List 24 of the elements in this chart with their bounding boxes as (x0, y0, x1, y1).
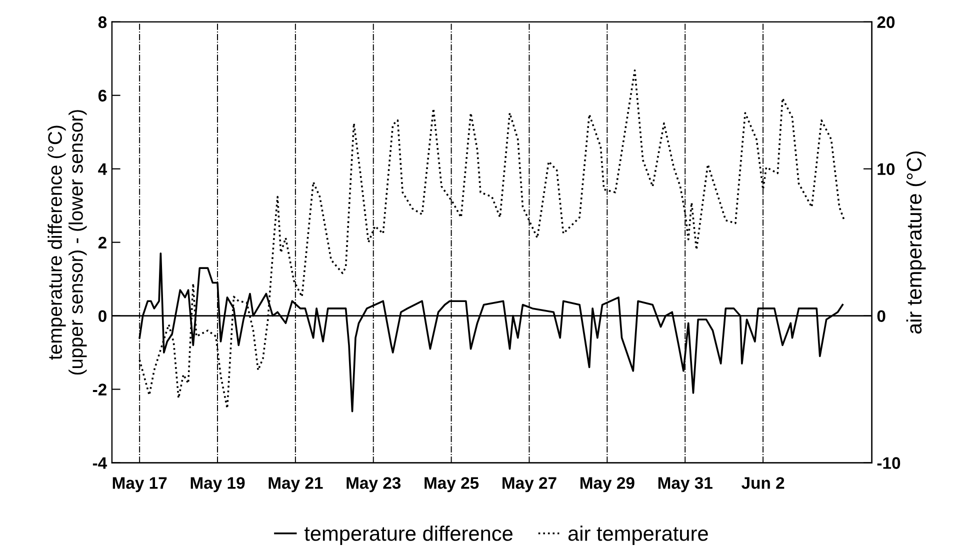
y-axis-title: temperature difference (°C) (upper sensor) - (lower sensor) (48, 110, 87, 375)
x-tick-label: Jun 2 (742, 477, 784, 489)
y-tick-label: -2 (92, 384, 106, 396)
y-tick-label: -4 (92, 457, 108, 469)
legend-label: air temperature (568, 526, 708, 546)
x-tick-label: May 27 (502, 477, 556, 492)
x-tick-label: May 25 (424, 477, 479, 492)
legend-label: temperature difference (304, 526, 512, 546)
x-tick-label: May 17 (112, 477, 167, 492)
x-tick-label: May 21 (268, 477, 323, 492)
y-tick-label: 2 (98, 236, 106, 248)
y2-axis-title: air temperature (°C) (906, 151, 926, 334)
x-tick-label: May 31 (658, 477, 712, 492)
y-tick-label: 0 (98, 310, 106, 322)
y2-tick-label: 10 (878, 163, 895, 176)
y-tick-label: 4 (98, 163, 108, 175)
y2-tick-label: 0 (877, 310, 886, 322)
y-tick-label: 6 (98, 90, 107, 102)
x-tick-label: May 19 (190, 477, 245, 492)
x-tick-label: May 23 (346, 477, 401, 492)
y2-tick-label: -10 (877, 457, 900, 469)
x-tick-label: May 29 (580, 477, 634, 492)
y2-tick-label: 20 (877, 16, 895, 28)
y-tick-label: 8 (98, 16, 107, 28)
